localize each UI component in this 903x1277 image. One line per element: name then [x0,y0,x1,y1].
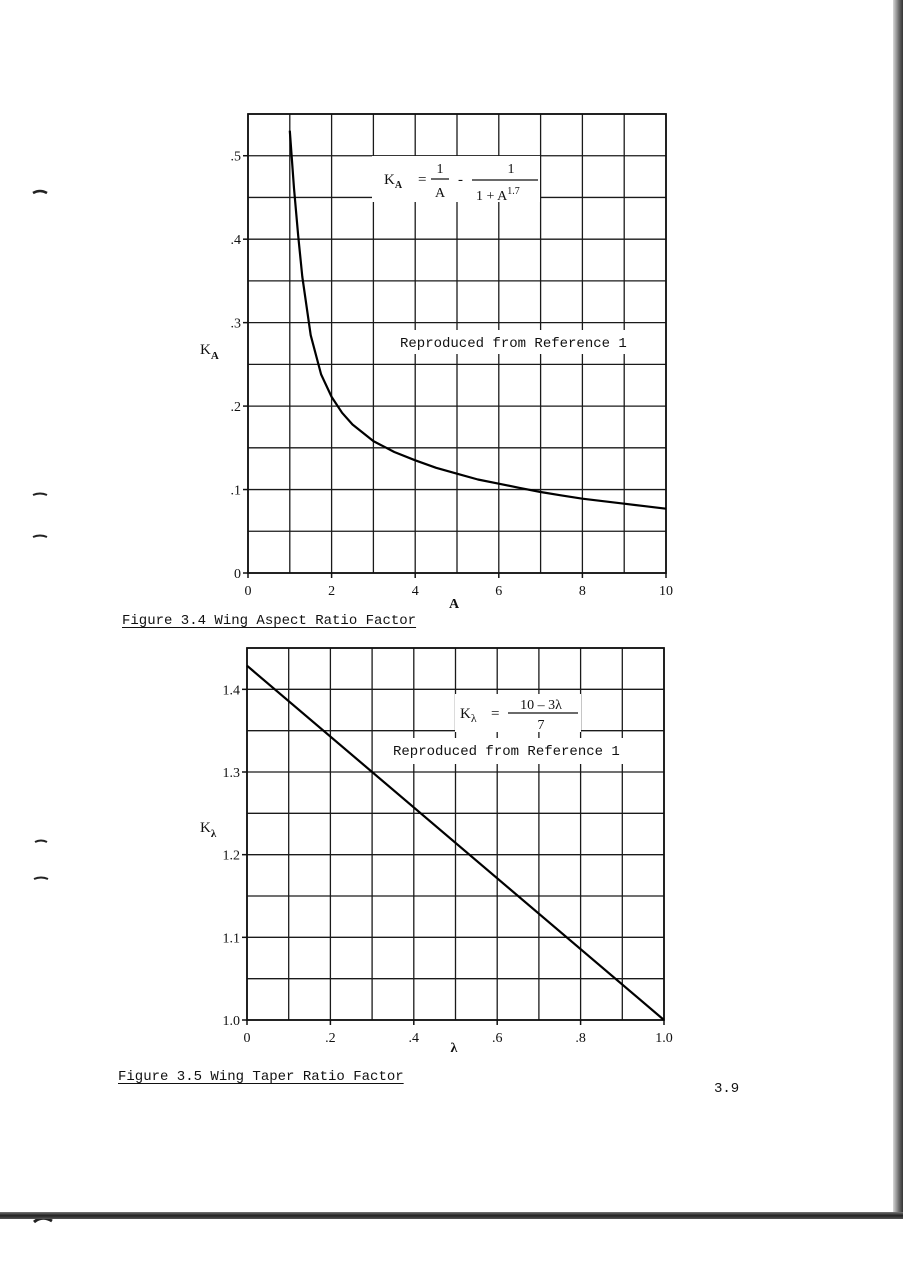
scan-mark [32,492,48,496]
page-edge-shadow [893,0,903,1215]
y-tick-label: .1 [231,484,242,499]
y-axis-label: Kλ [200,820,217,840]
x-tick-label: 0 [245,584,252,599]
formula-den: A [435,186,446,201]
y-tick-label: 1.3 [223,766,241,781]
page-number: 3.9 [714,1081,740,1097]
figure-3-5-caption: Figure 3.5 Wing Taper Ratio Factor [118,1069,404,1085]
plot-frame [247,113,667,574]
y-tick-label: 1.1 [223,931,241,946]
data-series-line [288,130,667,510]
y-tick-label: .2 [231,400,242,415]
formula-lhs: Kλ [460,706,477,725]
x-tick-label: 6 [495,584,502,599]
taper-ratio-chart: 1.0 1.1 1.2 1.3 1.4 0 .2 .4 .6 .8 1.0 λ Kλ Kλ = 10 – 3λ… [200,647,673,1056]
scan-mark [33,876,49,880]
formula-equals: = [418,172,426,188]
x-tick-label: 1.0 [655,1031,673,1046]
x-tick-label: 8 [579,584,586,599]
formula-den: 7 [538,718,545,733]
x-tick-label: 10 [659,584,673,599]
x-axis-label: λ [451,1041,458,1056]
y-tick-label: 1.0 [223,1014,241,1029]
formula-equals: = [491,706,499,722]
scan-mark [32,189,48,195]
y-tick-label: 1.4 [223,683,241,698]
x-tick-label: 0 [244,1031,251,1046]
x-tick-label: .2 [325,1031,336,1046]
formula-num: 1 [437,162,444,177]
formula-num: 1 [508,162,515,177]
annotation-text: Reproduced from Reference 1 [393,744,620,760]
y-tick-label: .3 [231,317,242,332]
page-edge-shadow-bottom [0,1212,903,1219]
annotation-text: Reproduced from Reference 1 [400,336,627,352]
x-axis-label: A [449,597,460,612]
x-tick-label: .8 [575,1031,586,1046]
scan-mark [34,839,48,843]
annotation-box [384,738,662,764]
y-tick-label: 1.2 [223,849,241,864]
formula-box [372,156,540,202]
annotation-box [388,330,660,354]
y-tick-label: 0 [234,567,241,582]
figure-3-4-caption: Figure 3.4 Wing Aspect Ratio Factor [122,613,417,629]
y-tick-label: .4 [231,233,242,248]
x-tick-label: 4 [412,584,419,599]
x-tick-label: .6 [492,1031,503,1046]
data-series-line [246,664,665,1021]
y-tick-label: .5 [231,150,242,165]
formula-num: 10 – 3λ [520,698,562,713]
scan-mark [32,534,48,538]
plot-frame [246,647,665,1021]
y-axis-label: KA [200,342,219,362]
formula-minus: - [458,172,463,188]
x-tick-label: .4 [409,1031,420,1046]
x-tick-label: 2 [328,584,335,599]
